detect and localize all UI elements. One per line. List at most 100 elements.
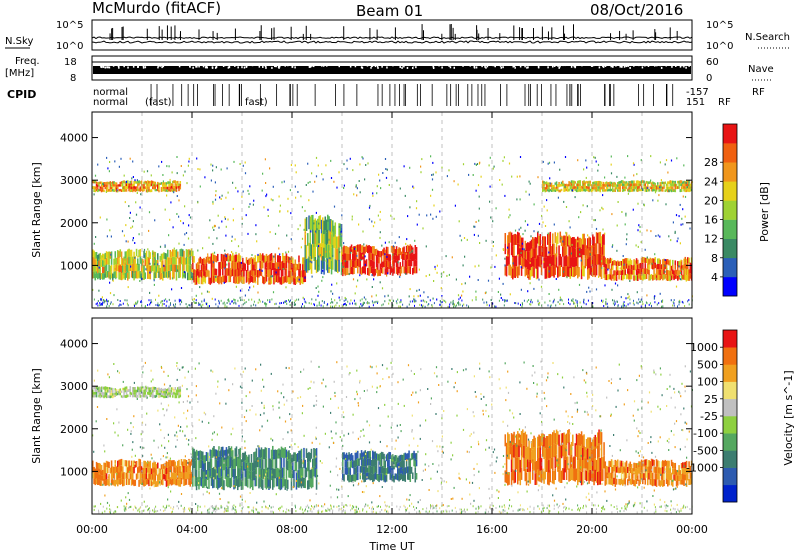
sky-tick-low: 10^0 bbox=[56, 41, 83, 52]
colorbar-segment bbox=[723, 330, 737, 348]
nave-band-gap bbox=[473, 66, 476, 69]
nave-band-gap bbox=[547, 66, 549, 69]
nave-band-gap bbox=[401, 64, 404, 67]
colorbar-segment bbox=[723, 276, 737, 297]
freq-strip: Freq. [MHz] 18 8 60 0 Nave bbox=[5, 55, 774, 84]
nave-band-gap bbox=[557, 64, 559, 67]
cpid-mode-157: -157 bbox=[686, 87, 709, 98]
nave-band-gap bbox=[573, 65, 576, 68]
colorbar-segment bbox=[723, 200, 737, 220]
nave-band-gap bbox=[274, 65, 276, 68]
nave-band-gap bbox=[475, 66, 478, 69]
nave-band-gap bbox=[564, 64, 566, 67]
colorbar-tick-label: -1000 bbox=[686, 462, 718, 475]
nave-band-gap bbox=[284, 64, 286, 67]
velocity-echo-region bbox=[504, 429, 605, 486]
nave-band-gap bbox=[473, 64, 475, 67]
nave-band-gap bbox=[499, 64, 502, 67]
search-label: N.Search bbox=[745, 32, 790, 43]
nave-band-gap bbox=[665, 64, 667, 67]
nave-band-gap bbox=[222, 64, 225, 67]
sky-tick-high: 10^5 bbox=[56, 20, 83, 31]
nave-band-gap bbox=[574, 65, 576, 68]
nave-band-gap bbox=[142, 65, 145, 68]
freq-label-2: [MHz] bbox=[5, 68, 34, 79]
nave-band-gap bbox=[189, 65, 191, 68]
nave-band-gap bbox=[524, 65, 526, 68]
velocity-colorbar: 1000 500 100 25 -25 -100 -500 -1000 bbox=[686, 329, 738, 503]
nave-band-gap bbox=[371, 65, 373, 68]
nave-tick-low: 0 bbox=[706, 73, 712, 84]
velocity-echo-region bbox=[604, 458, 693, 487]
colorbar-segment bbox=[723, 398, 737, 417]
x-tick-label: 04:00 bbox=[176, 523, 208, 536]
nave-band-gap bbox=[621, 65, 623, 68]
nave-band-gap bbox=[551, 65, 554, 68]
power-echoes bbox=[92, 155, 693, 308]
nave-band-gap bbox=[312, 65, 315, 68]
colorbar-tick-label: 1000 bbox=[690, 341, 718, 354]
noise-strip: N.Sky 10^5 10^0 10^5 10^0 N.Search bbox=[5, 19, 790, 52]
nave-band-gap bbox=[602, 65, 604, 68]
colorbar-tick-label: 28 bbox=[704, 156, 718, 169]
nave-band-gap bbox=[432, 66, 435, 69]
velocity-panel: 1000 2000 3000 4000 Slant Range [km] 1000 50… bbox=[30, 317, 795, 515]
nave-band-gap bbox=[349, 65, 352, 68]
nave-band-gap bbox=[519, 65, 522, 68]
x-tick-label: 16:00 bbox=[476, 523, 508, 536]
x-tick-label: 12:00 bbox=[376, 523, 408, 536]
colorbar-segment bbox=[723, 143, 737, 163]
nave-band-gap bbox=[407, 64, 410, 67]
nave-band-gap bbox=[211, 66, 214, 69]
nave-band-gap bbox=[638, 64, 640, 67]
nave-band-gap bbox=[679, 65, 682, 68]
nave-band-gap bbox=[590, 64, 593, 67]
nave-band-gap bbox=[512, 65, 514, 68]
nave-band-gap bbox=[112, 64, 115, 67]
colorbar-tick-label: 25 bbox=[704, 393, 718, 406]
nave-band-gap bbox=[620, 64, 622, 67]
colorbar-tick-label: 20 bbox=[704, 194, 718, 207]
nave-band-gap bbox=[449, 66, 452, 69]
cpid-change-markers bbox=[150, 84, 674, 106]
nave-band-gap bbox=[278, 66, 280, 69]
nave-band-gap bbox=[104, 66, 107, 69]
nave-band-gap bbox=[481, 65, 483, 68]
x-tick-label: 20:00 bbox=[576, 523, 608, 536]
nave-band-gap bbox=[312, 64, 314, 67]
nave-band-gap bbox=[195, 65, 197, 68]
nave-band-gap bbox=[321, 64, 323, 67]
nave-band-gap bbox=[604, 64, 607, 67]
power-echo-region bbox=[542, 180, 693, 193]
nave-band-gap bbox=[206, 66, 208, 69]
nave-band-gap bbox=[144, 66, 147, 69]
colorbar-segment bbox=[723, 124, 737, 144]
nave-band-gap bbox=[641, 66, 644, 69]
cpid-label: CPID bbox=[7, 88, 36, 101]
time-axis-label: Time UT bbox=[368, 540, 414, 553]
nave-band-gap bbox=[137, 66, 139, 69]
nave-band-gap bbox=[265, 64, 267, 67]
nave-band-gap bbox=[308, 65, 311, 68]
date-title: 08/Oct/2016 bbox=[590, 1, 683, 19]
nave-band-gap bbox=[484, 65, 486, 68]
nave-band-gap bbox=[370, 66, 372, 69]
nave-band-gap bbox=[438, 64, 440, 67]
colorbar-tick-label: 100 bbox=[697, 376, 718, 389]
nave-band-gap bbox=[166, 64, 168, 67]
nave-band-gap bbox=[462, 64, 464, 67]
power-panel: 1000 2000 3000 4000 Slant Range [km] 4 8 12 16… bbox=[30, 111, 771, 309]
velocity-colorbar-label: Velocity [m s^-1] bbox=[782, 370, 795, 465]
nave-band-gap bbox=[251, 64, 254, 67]
nave-band-gap bbox=[360, 66, 363, 69]
nave-band-gap bbox=[610, 65, 612, 68]
freq-trace bbox=[92, 61, 692, 74]
nave-band-gap bbox=[234, 64, 236, 67]
nave-band-gap bbox=[659, 64, 661, 67]
x-tick-label: 00:00 bbox=[76, 523, 108, 536]
nave-band-gap bbox=[644, 64, 646, 67]
velocity-echo-region bbox=[92, 458, 194, 487]
nave-band-gap bbox=[681, 64, 683, 67]
nave-band-gap bbox=[215, 66, 218, 69]
station-title: McMurdo (fitACF) bbox=[92, 0, 221, 17]
